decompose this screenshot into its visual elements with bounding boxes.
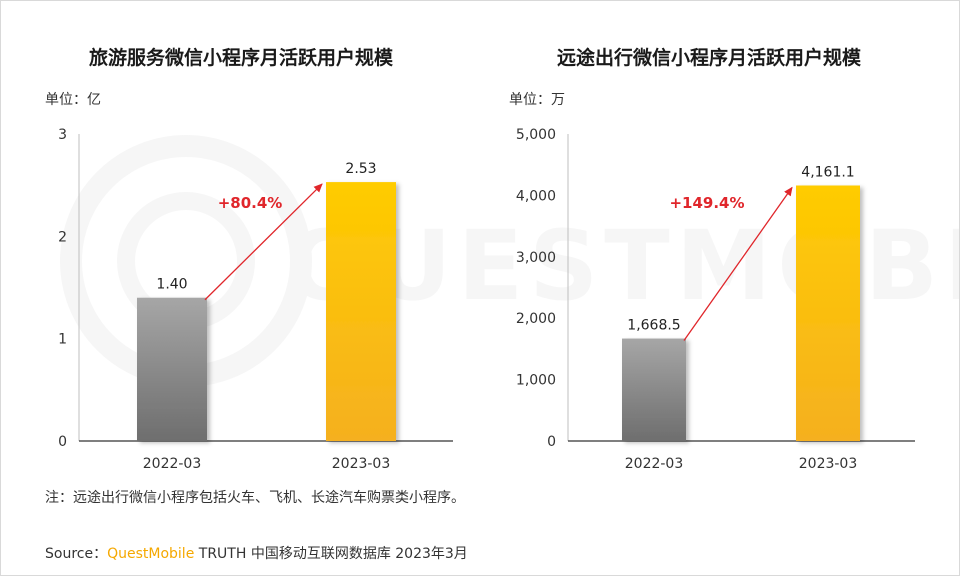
source-brand: QuestMobile (107, 546, 195, 562)
right-growth-label: +149.4% (669, 194, 744, 212)
left-x-tick-label: 2022-03 (143, 456, 202, 472)
footnote: 注：远途出行微信小程序包括火车、飞机、长途汽车购票类小程序。 (45, 490, 465, 506)
source-suffix: TRUTH 中国移动互联网数据库 2023年3月 (198, 546, 468, 562)
right-data-label: 4,161.1 (801, 165, 854, 181)
left-y-tick-label: 1 (58, 332, 67, 348)
right-x-tick-label: 2023-03 (799, 456, 858, 472)
right-y-tick-label: 4,000 (516, 188, 556, 204)
left-x-tick-label: 2023-03 (332, 456, 391, 472)
right-bar-2022-03 (622, 338, 686, 441)
right-data-label: 1,668.5 (627, 318, 680, 334)
left-bar-2023-03 (326, 182, 396, 441)
left-chart-title: 旅游服务微信小程序月活跃用户规模 (88, 47, 393, 69)
right-y-tick-label: 2,000 (516, 311, 556, 327)
right-chart-title: 远途出行微信小程序月活跃用户规模 (556, 47, 861, 69)
left-y-tick-label: 2 (58, 229, 67, 245)
right-chart-unit: 单位：万 (509, 92, 565, 108)
left-data-label: 2.53 (345, 161, 376, 177)
right-y-tick-label: 3,000 (516, 250, 556, 266)
left-y-tick-label: 3 (58, 127, 67, 143)
left-y-tick-label: 0 (58, 434, 67, 450)
right-bar-2023-03 (796, 185, 860, 441)
right-y-tick-label: 1,000 (516, 373, 556, 389)
source-line: Source：QuestMobile TRUTH 中国移动互联网数据库 2023… (45, 543, 468, 563)
right-growth-arrow (683, 186, 793, 341)
left-growth-arrow (204, 183, 323, 301)
left-growth-label: +80.4% (218, 194, 283, 212)
right-y-tick-label: 5,000 (516, 127, 556, 143)
left-chart-unit: 单位：亿 (45, 92, 101, 108)
left-bar-2022-03 (137, 297, 207, 441)
right-y-tick-label: 0 (547, 434, 556, 450)
left-data-label: 1.40 (156, 277, 187, 293)
source-prefix: Source： (45, 546, 108, 562)
right-x-tick-label: 2022-03 (625, 456, 684, 472)
